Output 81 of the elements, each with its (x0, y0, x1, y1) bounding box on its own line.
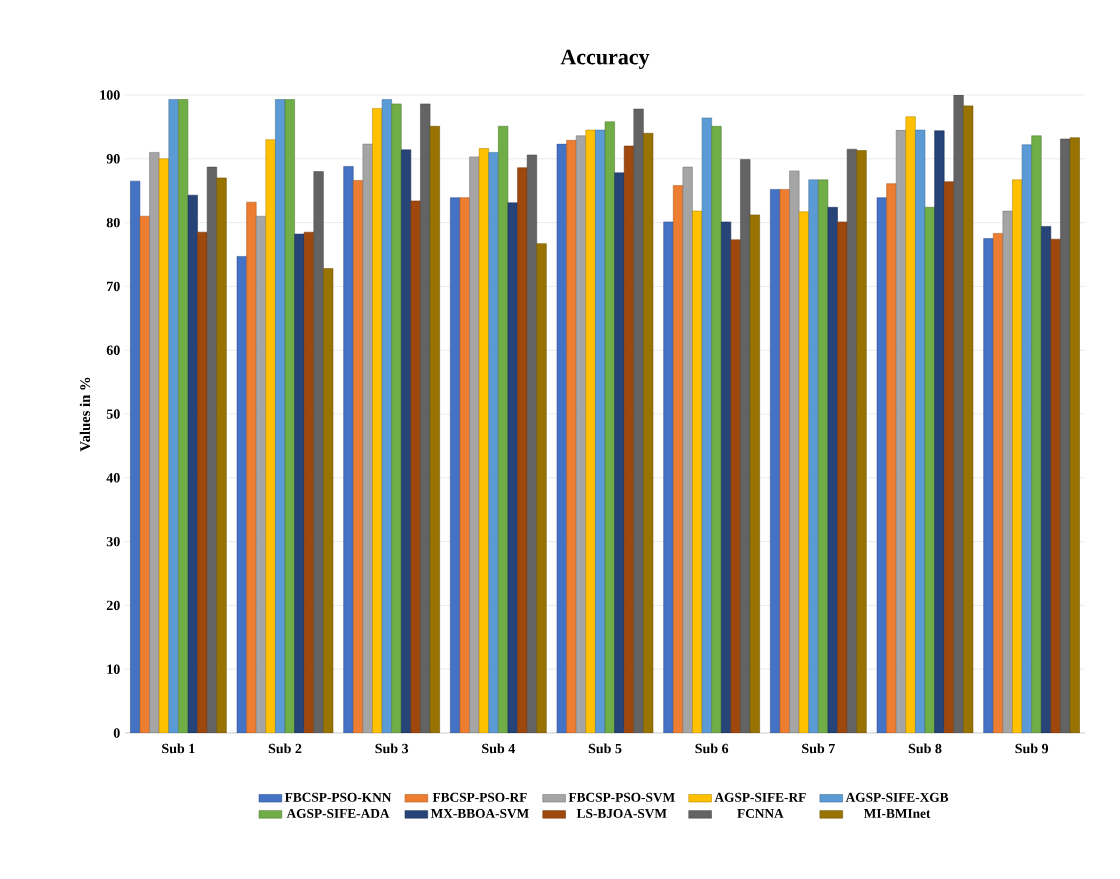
y-tick-label: 0 (113, 728, 120, 738)
bar (818, 179, 829, 733)
legend-label: AGSP-SIFE-XGB (845, 792, 949, 802)
legend-label: FCNNA (737, 809, 784, 818)
bar (536, 243, 547, 733)
bar (178, 99, 189, 733)
legend-label: FBCSP-PSO-SVM (568, 792, 675, 802)
bar (313, 171, 324, 733)
y-tick-label: 90 (106, 154, 120, 164)
bar (459, 197, 470, 733)
bar (614, 172, 625, 733)
bar (886, 183, 897, 733)
legend-label: FBCSP-PSO-KNN (284, 792, 392, 802)
legend-label: AGSP-SIFE-RF (714, 792, 806, 802)
bar (983, 238, 994, 733)
bar (401, 149, 412, 733)
bar (924, 207, 935, 733)
bar (827, 207, 838, 733)
y-tick-label: 70 (107, 281, 120, 292)
bar (391, 103, 402, 733)
x-tick-label: Sub 4 (482, 743, 515, 754)
bar (663, 221, 674, 733)
y-tick-label: 100 (100, 90, 120, 100)
bar (1002, 210, 1013, 733)
y-tick-label: 30 (106, 536, 120, 547)
bar (876, 197, 887, 733)
legend-label: FBCSP-PSO-RF (432, 792, 527, 802)
x-tick-label: Sub 7 (802, 743, 835, 754)
bar (362, 143, 373, 733)
y-tick-label: 20 (106, 600, 120, 611)
bar (779, 189, 790, 733)
bar (498, 125, 509, 733)
bar (585, 129, 596, 733)
bar (556, 143, 567, 733)
bar (905, 116, 916, 733)
bar (711, 125, 722, 733)
bar (682, 166, 693, 733)
chart-title: Accuracy (560, 49, 650, 69)
x-tick-label: Sub 3 (375, 743, 409, 754)
legend-label: AGSP-SIFE-ADA (286, 809, 390, 818)
bar (1031, 135, 1042, 733)
bar (130, 180, 141, 733)
bar (478, 148, 489, 733)
bar (604, 121, 615, 733)
bar (168, 99, 179, 733)
y-tick-label: 40 (106, 473, 120, 483)
bar (284, 99, 295, 733)
bar (526, 154, 538, 733)
bar (721, 221, 732, 733)
x-tick-label: Sub 6 (695, 743, 729, 754)
bar (633, 108, 644, 733)
legend-label: MX-BBOA-SVM (430, 809, 529, 819)
bar (236, 256, 247, 733)
bar (158, 158, 170, 733)
x-tick-label: Sub 5 (588, 743, 622, 754)
legend-label: MI-BMInet (863, 809, 931, 818)
x-tick-label: Sub 2 (268, 743, 302, 754)
bar (934, 130, 945, 733)
x-tick-label: Sub 9 (1015, 743, 1049, 754)
x-tick-label: Sub 1 (162, 743, 195, 754)
bar (343, 166, 354, 733)
bar (420, 103, 431, 733)
bar (789, 170, 800, 733)
bar (566, 140, 577, 733)
bar (265, 139, 276, 733)
y-tick-label: 60 (106, 345, 120, 355)
bar (740, 159, 751, 733)
y-axis-title: Values in % (79, 377, 91, 452)
x-tick-label: Sub 8 (908, 743, 942, 754)
y-tick-label: 10 (107, 664, 120, 674)
bar (488, 152, 499, 733)
bar (856, 150, 867, 733)
legend-label: LS-BJOA-SVM (576, 809, 667, 819)
bar (808, 179, 819, 733)
bar (216, 177, 227, 733)
bar (953, 95, 964, 733)
bar (294, 233, 305, 733)
y-tick-label: 80 (106, 217, 120, 228)
y-tick-label: 50 (106, 409, 120, 419)
bar (246, 201, 257, 733)
bar (846, 148, 857, 733)
